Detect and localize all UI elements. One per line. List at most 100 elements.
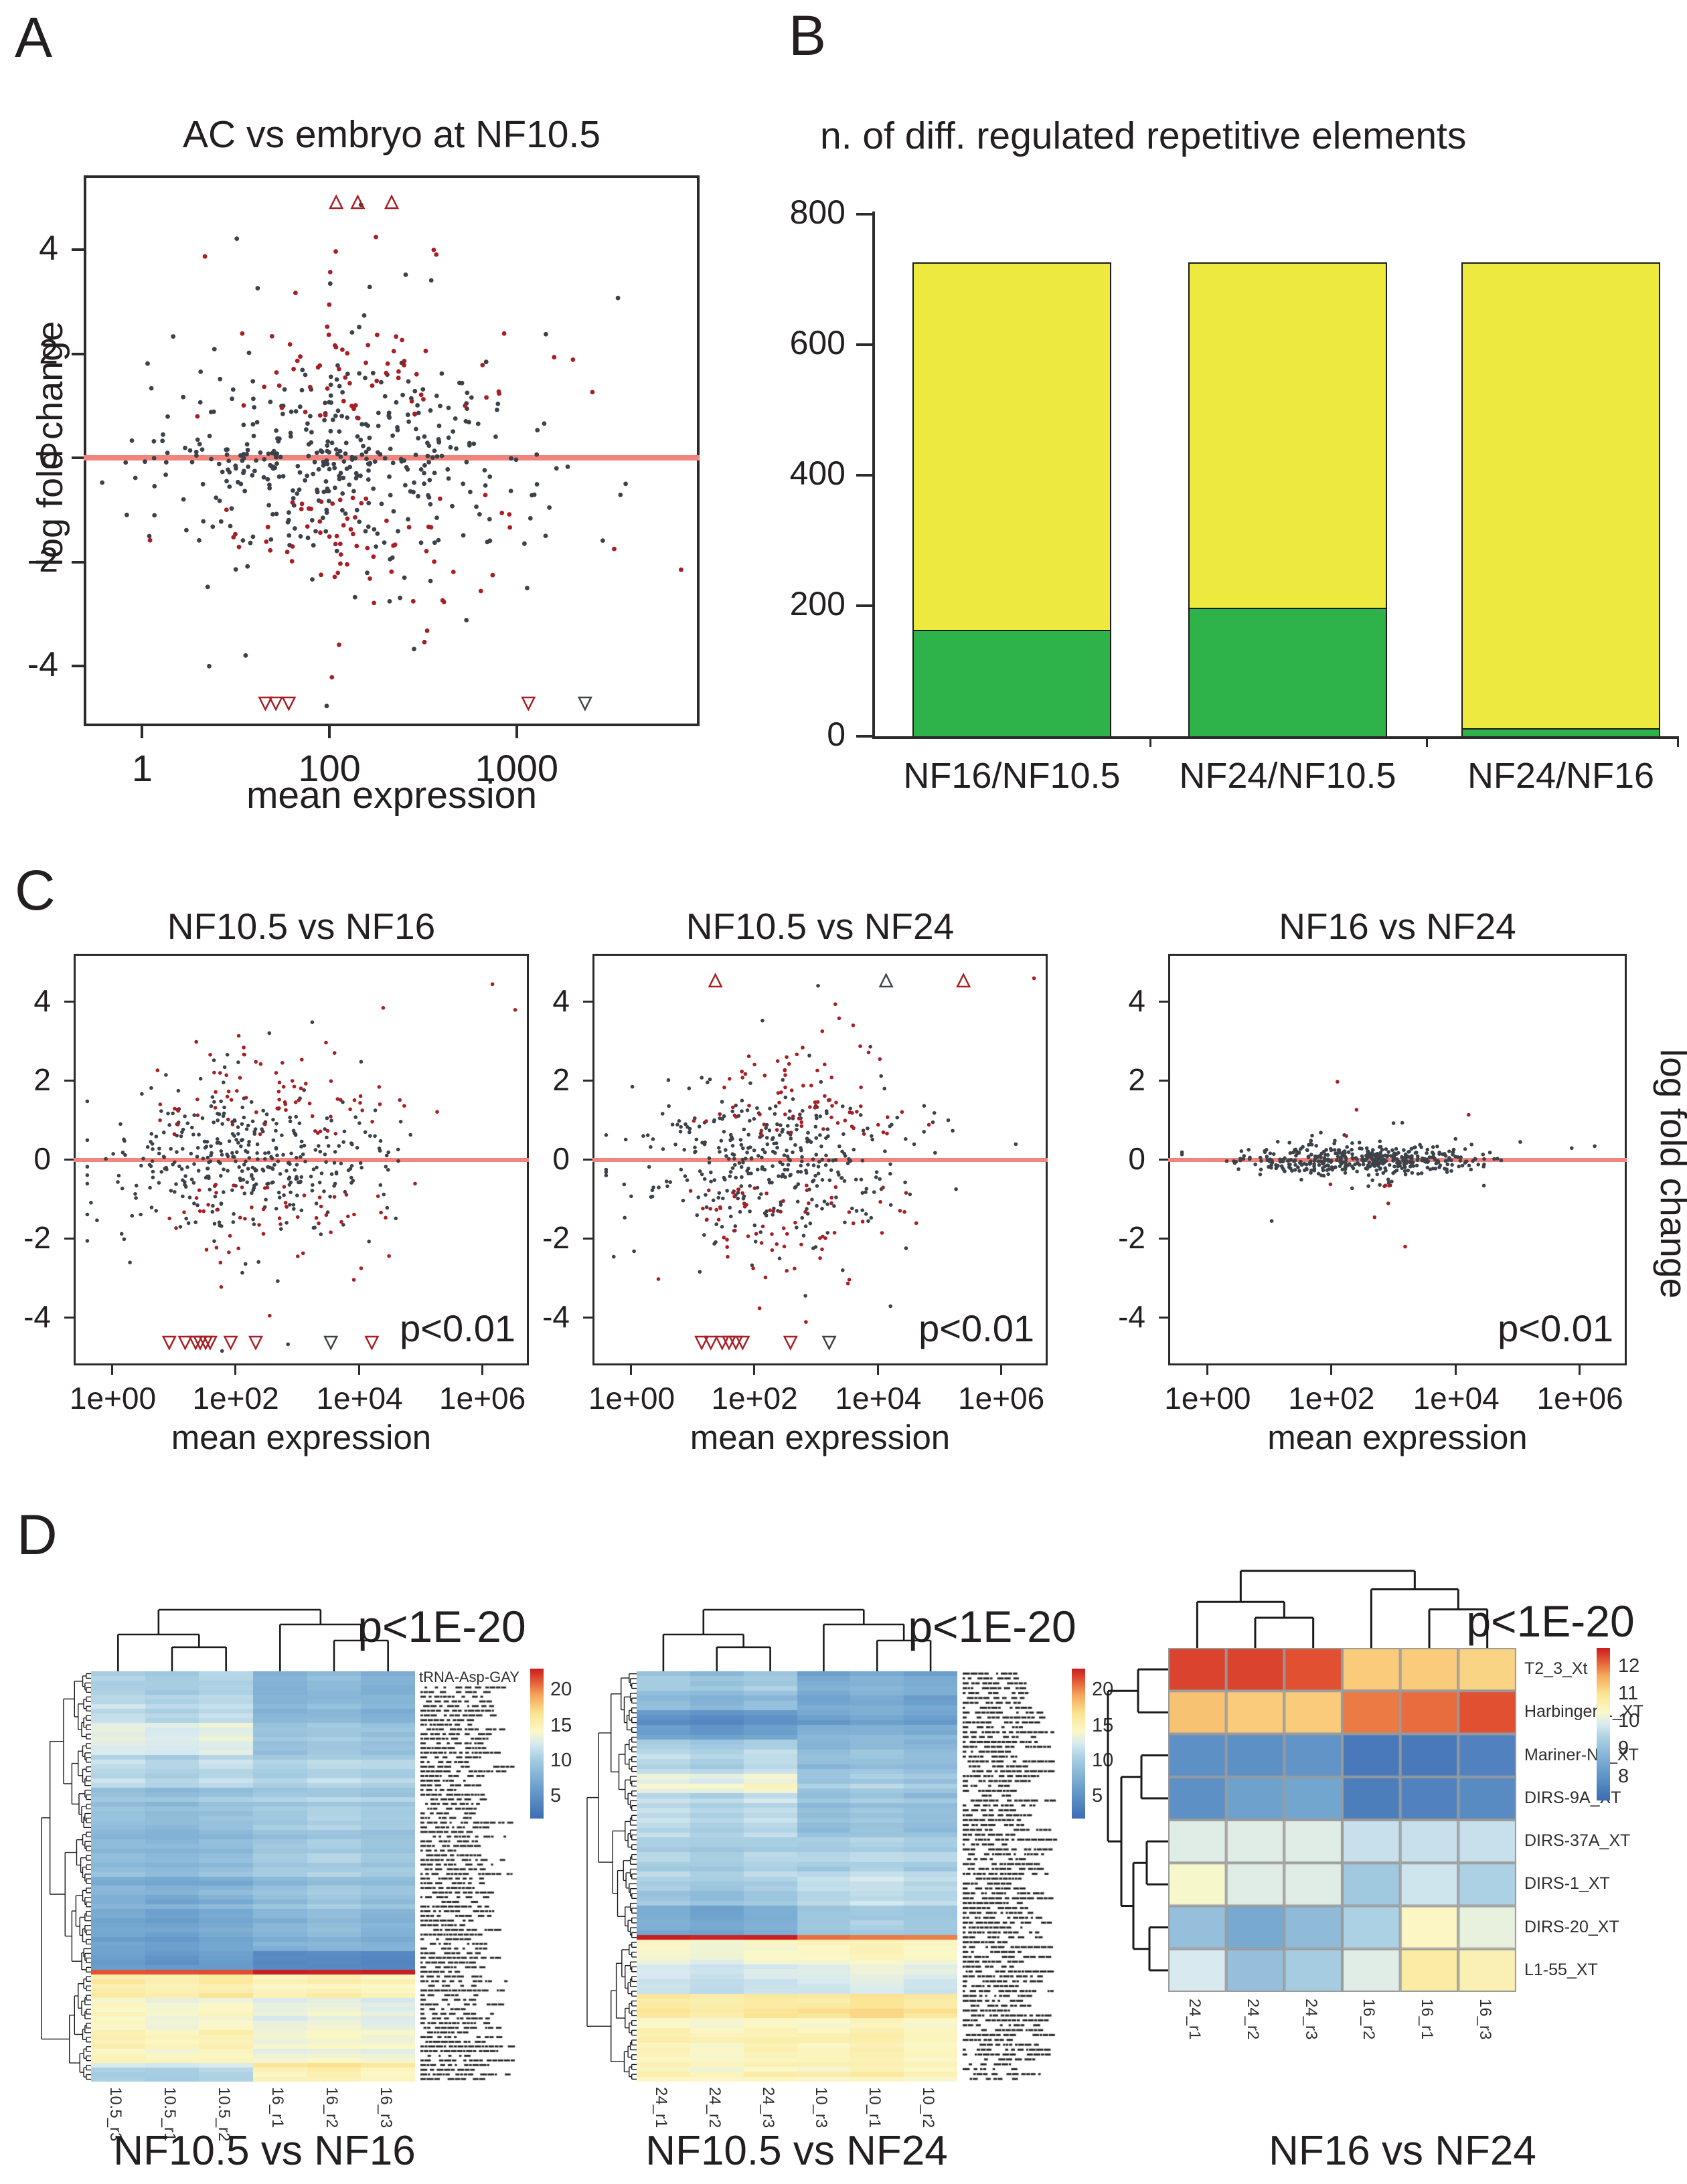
- scatter-point-black: [461, 533, 466, 538]
- scatter-point-black: [390, 460, 396, 466]
- scatter-point-black: [732, 1157, 736, 1161]
- scatter-point-red: [301, 1251, 305, 1256]
- scatter-point-red: [370, 1120, 374, 1124]
- scatter-point-black: [164, 1165, 168, 1170]
- scatter-point-black: [513, 457, 519, 463]
- hm-column-label: 24_r1: [1186, 1999, 1204, 2040]
- scatter-point-black: [151, 456, 157, 460]
- scatter-point-red: [789, 1088, 794, 1092]
- scatter-point-red: [172, 1132, 177, 1137]
- scatter-point-red: [374, 234, 378, 240]
- row-labels-illegible: [961, 1671, 1060, 2082]
- scatter-point-black: [340, 390, 345, 395]
- scatter-point-black: [291, 496, 296, 501]
- x-tick-label: 1e+00: [1164, 1381, 1251, 1416]
- scatter-point-black: [222, 1065, 227, 1070]
- scatter-point-black: [474, 504, 479, 509]
- y-tick-label: -2: [23, 1220, 51, 1256]
- scatter-point-black: [1457, 1164, 1461, 1169]
- scatter-point-black: [335, 451, 340, 456]
- scatter-point-black: [343, 451, 348, 456]
- scatter-point-black: [326, 1144, 331, 1148]
- scatter-point-black: [1404, 1155, 1408, 1160]
- scatter-point-black: [483, 359, 489, 365]
- scatter-point-black: [814, 1136, 818, 1140]
- scatter-point-red: [733, 1228, 737, 1233]
- scatter-point-red: [231, 535, 236, 539]
- scatter-point-black: [278, 1195, 282, 1199]
- hm-row-label: Mariner-N1_XT: [1524, 1745, 1639, 1764]
- y-tick: [72, 560, 84, 564]
- scatter-point-black: [684, 1122, 688, 1126]
- scatter-point-black: [339, 414, 344, 419]
- scatter-point-black: [1253, 1162, 1257, 1167]
- scatter-point-black: [1350, 1141, 1354, 1145]
- b-y-tick: [856, 343, 872, 346]
- scatter-point-red: [319, 572, 323, 578]
- scatter-point-black: [358, 437, 364, 442]
- scatter-point-black: [475, 421, 481, 426]
- scatter-point-red: [762, 1122, 767, 1126]
- scatter-point-black: [1431, 1152, 1436, 1156]
- scatter-point-black: [1324, 1148, 1328, 1152]
- scatter-point-black: [274, 511, 279, 517]
- scatter-point-black: [274, 1147, 278, 1151]
- scatter-point-black: [341, 459, 347, 464]
- stacked-bar: [1188, 262, 1387, 736]
- scatter-point-red: [332, 574, 337, 580]
- scatter-point-black: [89, 1201, 93, 1205]
- panel-c-letter: C: [15, 859, 56, 922]
- scatter-point-black: [732, 1153, 736, 1157]
- scatter-point-black: [1443, 1167, 1447, 1171]
- scatter-point-black: [270, 1156, 274, 1161]
- scatter-point-red: [441, 600, 447, 604]
- scatter-point-red: [333, 249, 338, 254]
- scatter-point-black: [1413, 1145, 1417, 1149]
- scatter-point-red: [881, 1185, 885, 1189]
- scatter-point-black: [436, 537, 441, 543]
- scatter-point-red: [228, 1234, 232, 1238]
- scatter-point-black: [803, 1224, 808, 1228]
- scatter-point-black: [288, 1115, 293, 1120]
- scatter-point-black: [297, 404, 303, 410]
- scatter-point-black: [1433, 1167, 1438, 1171]
- scatter-point-red: [359, 1266, 364, 1270]
- scatter-point-black: [275, 1153, 279, 1157]
- scatter-point-black: [1327, 1158, 1331, 1162]
- scatter-point-black: [359, 1060, 364, 1064]
- scatter-point-black: [1458, 1159, 1463, 1163]
- scatter-point-red: [318, 1129, 323, 1134]
- scatter-point-black: [403, 272, 408, 277]
- scatter-point-black: [755, 1185, 760, 1190]
- scatter-point-black: [721, 1196, 725, 1201]
- scatter-point-black: [244, 1127, 249, 1131]
- scatter-point-red: [507, 512, 512, 517]
- scatter-point-red: [402, 1104, 406, 1108]
- scatter-point-black: [272, 1163, 276, 1167]
- scatter-point-black: [374, 544, 378, 549]
- scatter-point-black: [382, 1192, 386, 1197]
- scatter-point-black: [1288, 1151, 1293, 1155]
- scatter-point-black: [664, 1179, 669, 1183]
- scatter-point-black: [327, 450, 331, 455]
- scatter-point-black: [385, 1205, 390, 1210]
- scatter-point-red: [422, 639, 427, 645]
- scatter-point-black: [815, 1116, 819, 1120]
- scatter-point-black: [1374, 1158, 1379, 1163]
- scatter-point-black: [226, 467, 230, 473]
- scatter-point-red: [396, 369, 401, 374]
- scatter-point-black: [224, 479, 229, 484]
- scatter-point-black: [286, 1342, 291, 1347]
- scatter-point-black: [1304, 1167, 1309, 1171]
- scatter-point-black: [328, 374, 333, 380]
- scatter-point-black: [173, 1190, 177, 1194]
- scatter-point-black: [222, 1190, 226, 1194]
- y-tick: [1159, 1080, 1168, 1082]
- scatter-point-red: [886, 1115, 890, 1119]
- scatter-point-red: [343, 375, 348, 380]
- scatter-point-black: [297, 1121, 302, 1125]
- panel-d1-caption: NF10.5 vs NF16: [113, 2128, 416, 2174]
- scatter-point-black: [139, 1212, 143, 1217]
- scatter-point-red: [914, 1221, 918, 1226]
- legend-tick-label: 10: [1618, 1710, 1640, 1732]
